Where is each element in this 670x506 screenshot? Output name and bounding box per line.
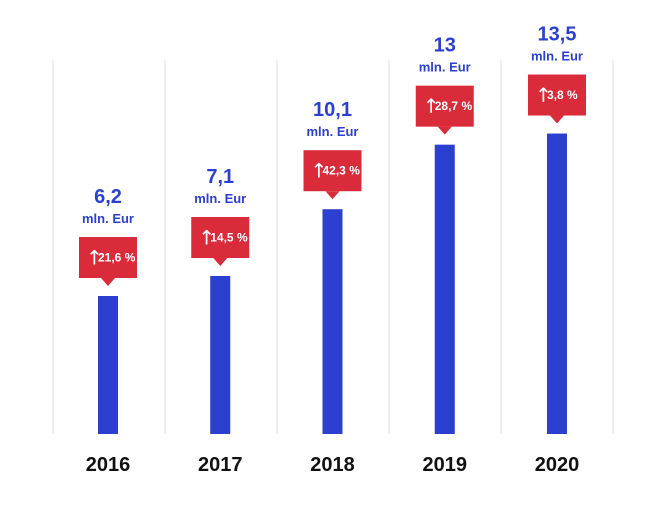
growth-callout-2018: ↑42,3 % [303, 150, 362, 200]
callout-box [528, 74, 586, 116]
callout-pointer [550, 115, 564, 124]
growth-percent-2020: 3,8 % [547, 88, 578, 102]
value-label-2018: 10,1 [313, 99, 352, 121]
bar-2016 [98, 296, 118, 434]
growth-callout-2019: ↑28,7 % [415, 85, 474, 135]
growth-callout-2020: ↑3,8 % [528, 74, 586, 124]
unit-label-2017: mln. Eur [194, 191, 246, 206]
growth-percent-2019: 28,7 % [435, 99, 473, 113]
year-label-2019: 2019 [423, 454, 468, 476]
growth-arrow-icon: ↑ [311, 159, 328, 183]
year-label-2016: 2016 [86, 454, 131, 476]
value-label-2016: 6,2 [94, 186, 122, 208]
year-label-2018: 2018 [310, 454, 355, 476]
growth-callouts-group: ↑21,6 %↑14,5 %↑42,3 %↑28,7 % ↑3,8 % [79, 74, 586, 287]
callout-pointer [325, 191, 340, 200]
value-labels-group: 6,2 mln. Eur 7,1 mln. Eur 10,1 mln. Eur 13 mln.… [82, 24, 583, 226]
bar-2020 [547, 133, 567, 435]
value-label-2019: 13 [434, 35, 456, 57]
value-label-2017: 7,1 [206, 166, 234, 188]
callout-box [79, 237, 137, 279]
growth-arrow-icon: ↑ [198, 225, 215, 249]
year-labels-group: 2016 2017 2018 2019 2020 [86, 454, 580, 476]
column-dividers [52, 60, 614, 434]
growth-callout-2016: ↑21,6 % [79, 237, 137, 287]
callout-pointer [437, 126, 452, 135]
growth-percent-2018: 42,3 % [323, 164, 361, 178]
unit-label-2020: mln. Eur [531, 49, 583, 64]
bar-2019 [434, 144, 455, 434]
callout-box [303, 150, 362, 192]
bars-group [98, 133, 567, 435]
growth-arrow-icon: ↑ [535, 83, 552, 107]
callout-pointer [213, 257, 228, 266]
bar-2017 [210, 275, 231, 434]
value-label-2020: 13,5 [538, 24, 577, 46]
callout-box [415, 85, 474, 127]
growth-arrow-icon: ↑ [423, 94, 440, 118]
bar-2018 [322, 209, 343, 434]
growth-arrow-icon: ↑ [86, 246, 103, 270]
callout-box [191, 216, 250, 258]
unit-label-2018: mln. Eur [306, 124, 358, 139]
year-label-2020: 2020 [535, 454, 580, 476]
year-label-2017: 2017 [198, 454, 243, 476]
unit-label-2019: mln. Eur [419, 60, 471, 75]
callout-pointer [101, 278, 115, 287]
unit-label-2016: mln. Eur [82, 211, 134, 226]
growth-callout-2017: ↑14,5 % [191, 216, 250, 266]
growth-percent-2016: 21,6 % [98, 251, 136, 265]
growth-percent-2017: 14,5 % [210, 230, 248, 244]
